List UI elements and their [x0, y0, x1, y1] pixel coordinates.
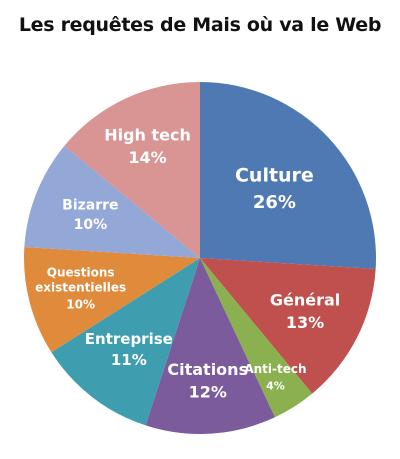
slice-name-label-2: Anti-tech — [244, 362, 306, 376]
pie-slice-5 — [24, 246, 201, 353]
slice-name-label-1: Général — [270, 291, 340, 310]
slice-percent-label-0: 26% — [253, 192, 296, 213]
pie-slice-3 — [145, 258, 275, 434]
slice-label-group-3: Citations 12% — [167, 360, 248, 401]
slice-percent-label-4: 11% — [111, 351, 147, 369]
slice-label-group-2: Anti-tech 4% — [244, 362, 306, 393]
slice-name-label-4: Entreprise — [85, 330, 173, 348]
slice-label-group-6: Bizarre 10% — [62, 197, 118, 233]
slice-percent-label-1: 13% — [286, 313, 324, 332]
pie-slice-2 — [200, 258, 313, 418]
pie-slice-4 — [51, 258, 200, 426]
slice-name-label-6: Bizarre — [62, 197, 118, 213]
chart-title: Les requêtes de Mais où va le Web — [18, 14, 382, 36]
pie-slice-6 — [24, 145, 201, 258]
slice-percent-label-7: 14% — [128, 148, 166, 167]
slice-label-group-1: Général 13% — [270, 291, 340, 332]
slice-percent-label-6: 10% — [74, 217, 108, 233]
slice-percent-label-3: 12% — [189, 382, 227, 401]
pie-slice-0 — [200, 82, 376, 270]
slice-name-label-0: Culture — [235, 165, 314, 187]
slice-label-group-0: Culture 26% — [235, 165, 314, 213]
slice-name-label-3: Citations — [167, 360, 248, 379]
slice-name-label-7: High tech — [104, 126, 191, 145]
pie-slice-1 — [200, 258, 376, 394]
slice-label-group-7: High tech 14% — [104, 126, 191, 167]
pie-slice-7 — [64, 82, 200, 258]
slice-label-group-4: Entreprise 11% — [85, 330, 173, 369]
slice-percent-label-5: 10% — [66, 297, 95, 311]
slice-percent-label-2: 4% — [266, 380, 285, 393]
slice-name-label-5-1: existentielles — [35, 281, 126, 295]
slice-name-label-5-0: Questions — [47, 266, 115, 280]
